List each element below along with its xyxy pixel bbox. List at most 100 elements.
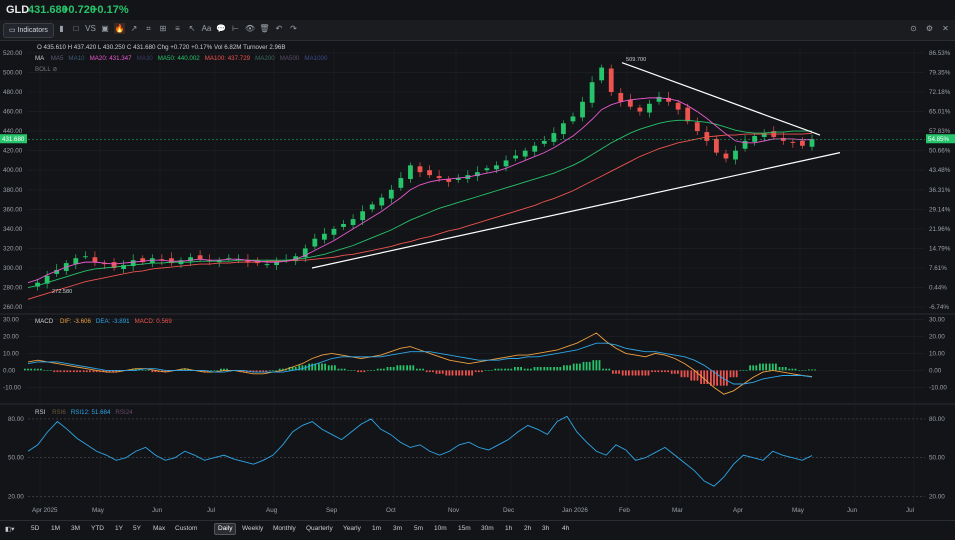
text-tool-icon[interactable]: Aa (201, 24, 212, 33)
trash-icon[interactable]: 🗑 (259, 24, 270, 33)
period-weekly[interactable]: Weekly (242, 525, 264, 532)
candle-body (388, 189, 394, 199)
period-3m[interactable]: 3m (393, 525, 403, 532)
candle-type-icon[interactable]: ▮ (59, 24, 64, 33)
redo-icon[interactable]: ↷ (290, 24, 297, 33)
period-3m[interactable]: 3M (71, 525, 81, 532)
rsi-label: RSI (35, 409, 46, 416)
macd-histogram-bar (226, 368, 228, 371)
candle-body (503, 160, 509, 167)
close-icon[interactable]: ✕ (942, 24, 949, 33)
period-5d[interactable]: 5D (31, 525, 40, 532)
macd-histogram-bar (383, 368, 385, 371)
layout-icon[interactable]: ▣ (101, 24, 109, 33)
comment-icon[interactable]: 💬 (216, 24, 226, 33)
period-5m[interactable]: 5m (414, 525, 424, 532)
period-quarterly[interactable]: Quarterly (306, 525, 333, 532)
undo-icon[interactable]: ↶ (275, 24, 283, 33)
macd-histogram-bar (664, 370, 666, 373)
candle-body (417, 166, 423, 173)
crop-icon[interactable]: ⌗ (146, 24, 151, 33)
macd-histogram-bar (441, 370, 444, 374)
period-10m[interactable]: 10m (434, 525, 447, 532)
last-pct-tag-text: 54.85% (928, 136, 949, 143)
ma-legend: MA MA5 MA10 MA20: 431.347 MA30 MA50: 440.002… (35, 55, 327, 62)
visibility-icon[interactable]: ⊘ (52, 66, 58, 73)
period-custom[interactable]: Custom (175, 525, 198, 532)
macd-histogram-bar (624, 370, 627, 376)
macd-histogram-bar (670, 370, 673, 374)
period-ytd[interactable]: YTD (91, 525, 104, 532)
macd-histogram-bar (357, 370, 359, 373)
period-1y[interactable]: 1Y (115, 525, 123, 532)
pct-tick-label: 14.79% (929, 245, 951, 252)
macd-histogram-bar (213, 370, 216, 371)
period-daily[interactable]: Daily (214, 523, 237, 535)
candle-body (197, 255, 203, 260)
period-2h[interactable]: 2h (524, 525, 532, 532)
time-tick-label: Feb (619, 507, 630, 514)
period-max[interactable]: Max (153, 525, 166, 532)
candle-body (369, 204, 375, 210)
macd-histogram-bar (693, 370, 696, 381)
macd-histogram-bar (36, 368, 39, 371)
indicators-button[interactable]: ▭ Indicators (3, 23, 54, 38)
period-1m[interactable]: 1m (372, 525, 382, 532)
candle-body (102, 263, 107, 265)
ticker-symbol[interactable]: GLD (6, 4, 30, 16)
cursor-icon[interactable]: ↖ (188, 24, 196, 33)
ma-item: MA30 (136, 55, 153, 62)
macd-histogram-bar (788, 368, 791, 371)
square-icon[interactable]: □ (73, 24, 79, 33)
chart-canvas[interactable]: 260.00 -6.74% 280.00 0.44% 300.00 7.61% 320.00… (0, 40, 955, 520)
period-5y[interactable]: 5Y (133, 525, 141, 532)
macd-histogram-bar (759, 363, 761, 371)
macd-histogram-bar (396, 365, 399, 371)
candle-body (379, 197, 385, 206)
ma-item: MA100: 437.729 (204, 55, 251, 62)
candle-body (54, 269, 60, 274)
macd-histogram-bar (265, 370, 268, 373)
macd-histogram-bar (154, 370, 157, 373)
macd-histogram-bar (402, 365, 405, 371)
period-yearly[interactable]: Yearly (343, 525, 361, 532)
ruler-icon[interactable]: ⊢ (232, 24, 239, 33)
settings-icon[interactable]: ⚙ (925, 24, 934, 33)
line-tool-icon[interactable]: ↗ (130, 24, 138, 33)
price-tick-label: 380.00 (3, 187, 23, 194)
macd-histogram-bar (621, 370, 624, 376)
camera-icon[interactable]: ⊙ (910, 24, 917, 33)
candle-body (494, 165, 499, 170)
ohlc-legend: O 435.610 H 437.420 L 430.250 C 431.680 … (37, 44, 286, 51)
candle-body (685, 107, 691, 122)
period-15m[interactable]: 15m (458, 525, 471, 532)
macd-histogram-bar (255, 370, 258, 373)
macd-histogram-bar (461, 370, 464, 376)
fire-icon[interactable]: 🔥 (114, 23, 125, 34)
rsi-tick-label-right: 20.00 (929, 494, 945, 501)
panel-toggle-icon[interactable]: ◧▾ (5, 526, 15, 533)
period-1m[interactable]: 1M (51, 525, 61, 532)
period-4h[interactable]: 4h (562, 525, 570, 532)
macd-dif-line (27, 332, 813, 395)
pattern-icon[interactable]: ⊞ (159, 24, 167, 33)
period-monthly[interactable]: Monthly (273, 525, 296, 532)
macd-histogram-bar (76, 370, 78, 373)
period-3h[interactable]: 3h (542, 525, 550, 532)
period-1h[interactable]: 1h (505, 525, 513, 532)
candle-body (580, 101, 585, 118)
candle-body (455, 178, 461, 180)
eye-icon[interactable]: 👁 (244, 24, 256, 33)
time-tick-label: Jul (207, 507, 215, 514)
price-change-pct: +0.17% (91, 4, 129, 16)
macd-histogram-bar (677, 370, 679, 374)
macd-histogram-bar (43, 370, 46, 371)
macd-item: DIF: -3.606 (59, 318, 91, 325)
text-indent-icon[interactable]: ≡ (175, 24, 180, 33)
period-30m[interactable]: 30m (481, 525, 494, 532)
time-tick-label: Apr 2025 (32, 507, 58, 514)
compare-icon[interactable]: VS (85, 24, 96, 33)
macd-histogram-bar (517, 367, 519, 371)
boll-legend[interactable]: BOLL ⊘ (35, 66, 58, 73)
macd-histogram-bar (686, 370, 689, 378)
